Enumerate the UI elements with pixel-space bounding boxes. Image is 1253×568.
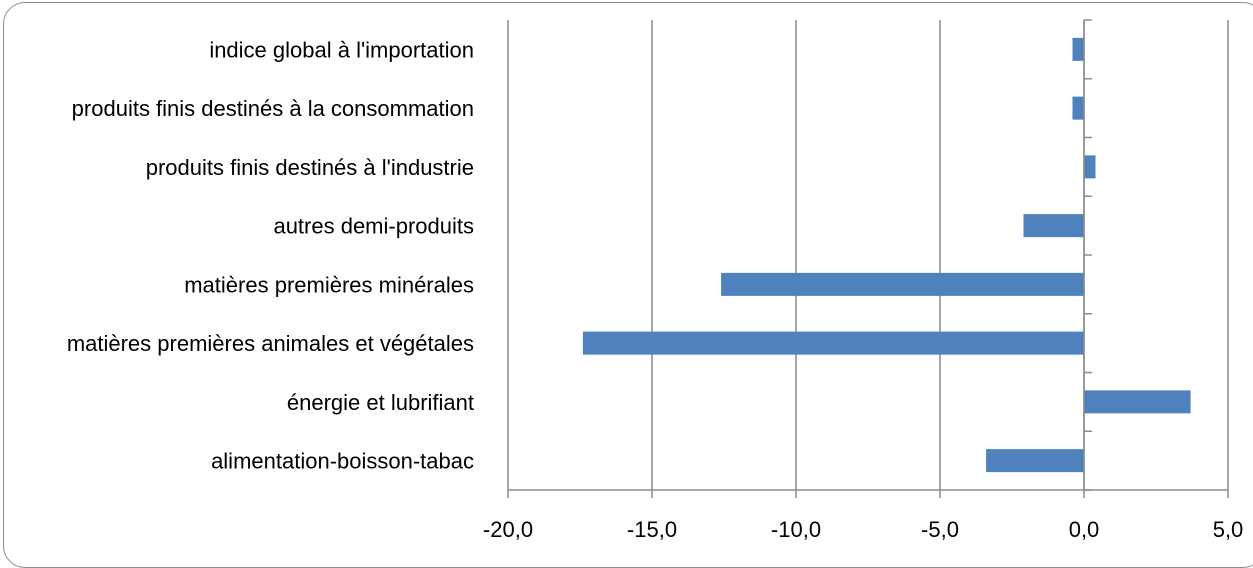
x-tick-label: 0,0: [1069, 517, 1100, 542]
bar: [721, 272, 1084, 296]
category-label: autres demi-produits: [273, 214, 474, 239]
bars: [582, 37, 1191, 473]
bar: [1023, 214, 1084, 238]
axes: [507, 19, 1229, 498]
bar: [1072, 96, 1084, 120]
gridlines: [507, 20, 1229, 490]
category-label: matières premières minérales: [184, 272, 474, 297]
category-label: alimentation-boisson-tabac: [211, 449, 474, 474]
bar: [986, 449, 1084, 473]
x-tick-label: -10,0: [771, 517, 821, 542]
category-label: matières premières animales et végétales: [67, 331, 474, 356]
bar: [1084, 155, 1096, 179]
category-label: indice global à l'importation: [209, 37, 474, 62]
bar: [1084, 390, 1191, 414]
category-label: énergie et lubrifiant: [287, 390, 474, 415]
x-tick-label: -5,0: [921, 517, 959, 542]
category-labels: indice global à l'importation produits fi…: [67, 37, 474, 473]
x-tick-label: -15,0: [627, 517, 677, 542]
x-tick-label: 5,0: [1213, 517, 1244, 542]
x-tick-label: -20,0: [483, 517, 533, 542]
category-label: produits finis destinés à la consommatio…: [72, 96, 474, 121]
bar: [1072, 37, 1084, 61]
bar: [582, 331, 1084, 355]
category-label: produits finis destinés à l'industrie: [146, 155, 474, 180]
x-tick-labels: -20,0 -15,0 -10,0 -5,0 0,0 5,0: [483, 517, 1243, 542]
